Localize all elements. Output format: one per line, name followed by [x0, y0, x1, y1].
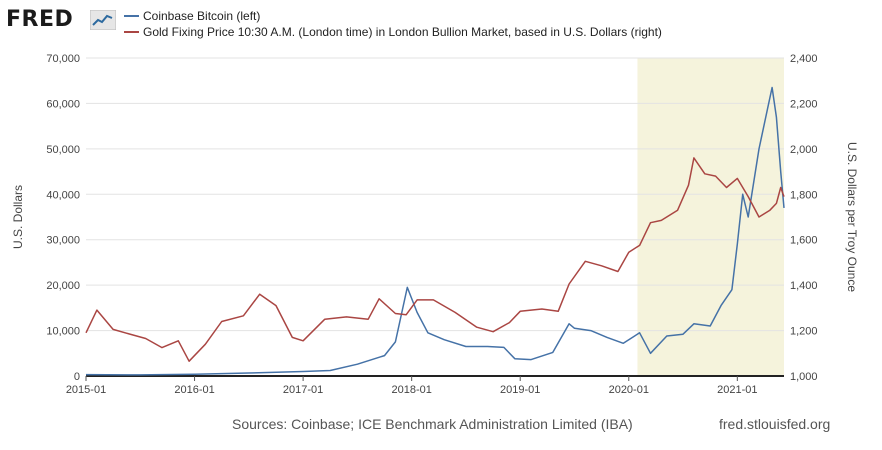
y-right-tick-label: 2,200	[790, 98, 818, 110]
y-left-tick-label: 60,000	[46, 98, 80, 110]
fred-logo[interactable]: FRED	[6, 6, 118, 34]
y-left-tick-label: 50,000	[46, 144, 80, 156]
legend-swatch-bitcoin	[124, 15, 139, 17]
legend-swatch-gold	[124, 31, 139, 33]
x-tick-label: 2021-01	[717, 384, 757, 396]
legend-label-gold: Gold Fixing Price 10:30 A.M. (London tim…	[143, 25, 662, 39]
y-left-tick-label: 40,000	[46, 189, 80, 201]
y-left-tick-label: 70,000	[46, 53, 80, 65]
y-right-tick-label: 1,400	[790, 280, 818, 292]
chart-badge-icon	[90, 10, 116, 30]
fred-url-link[interactable]: fred.stlouisfed.org	[719, 416, 831, 432]
y-left-tick-label: 30,000	[46, 235, 80, 247]
line-chart: 0 1,000 10,000 1,200 20,000 1,400 30,000 1,600 4…	[11, 53, 859, 396]
y-left-axis-title: U.S. Dollars	[11, 185, 25, 249]
x-tick-label: 2018-01	[391, 384, 431, 396]
x-tick-label: 2020-01	[609, 384, 649, 396]
y-left-tick-label: 0	[74, 371, 80, 383]
fred-logo-text: FRED	[6, 7, 74, 32]
y-right-tick-label: 1,000	[790, 371, 818, 383]
y-right-tick-label: 1,600	[790, 235, 818, 247]
shaded-period	[637, 58, 784, 376]
bitcoin-series-line	[85, 86, 785, 376]
y-right-axis-title: U.S. Dollars per Troy Ounce	[845, 142, 859, 292]
y-right-tick-label: 2,400	[790, 53, 818, 65]
chart-sources: Sources: Coinbase; ICE Benchmark Adminis…	[232, 416, 633, 432]
chart-legend: Coinbase Bitcoin (left) Gold Fixing Pric…	[124, 8, 662, 40]
x-tick-label: 2015-01	[66, 384, 106, 396]
y-left-tick-label: 10,000	[46, 326, 80, 338]
legend-item-gold[interactable]: Gold Fixing Price 10:30 A.M. (London tim…	[124, 24, 662, 40]
x-tick-label: 2017-01	[283, 384, 323, 396]
legend-item-bitcoin[interactable]: Coinbase Bitcoin (left)	[124, 8, 662, 24]
y-left-tick-label: 20,000	[46, 280, 80, 292]
gold-series-line	[85, 157, 785, 362]
legend-label-bitcoin: Coinbase Bitcoin (left)	[143, 9, 261, 23]
y-right-tick-label: 1,200	[790, 326, 818, 338]
y-right-tick-label: 2,000	[790, 144, 818, 156]
x-tick-label: 2019-01	[500, 384, 540, 396]
x-tick-label: 2016-01	[174, 384, 214, 396]
y-right-tick-label: 1,800	[790, 189, 818, 201]
